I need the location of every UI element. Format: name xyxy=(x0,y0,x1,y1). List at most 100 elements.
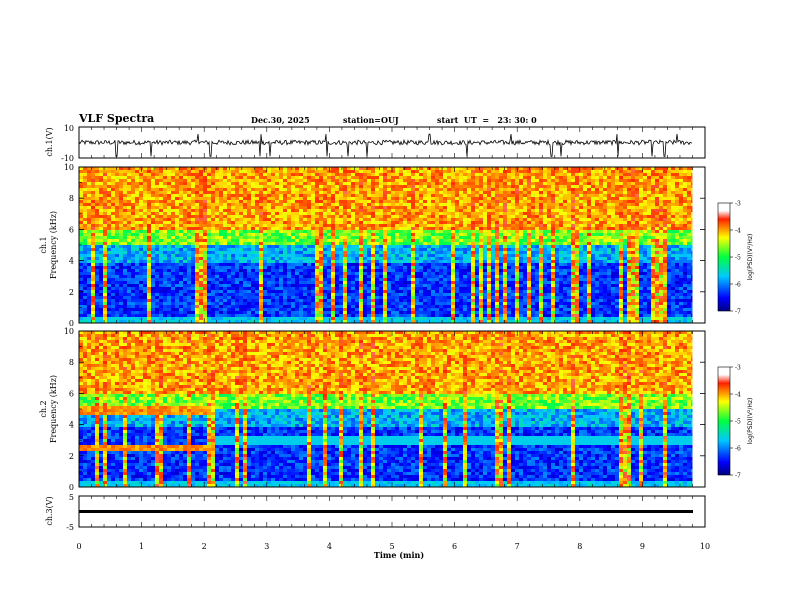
spectrogram-cell xyxy=(379,185,384,189)
spectrogram-cell xyxy=(143,254,148,258)
spectrogram-cell xyxy=(211,188,216,192)
spectrogram-cell xyxy=(399,308,404,312)
spectrogram-cell xyxy=(203,308,208,312)
spectrogram-cell xyxy=(311,317,316,321)
spectrogram-cell xyxy=(247,179,252,183)
spectrogram-cell xyxy=(231,236,236,240)
spectrogram-cell xyxy=(443,281,448,285)
spectrogram-cell xyxy=(139,191,144,195)
spectrogram-cell xyxy=(123,233,128,237)
spectrogram-cell xyxy=(407,236,412,240)
spectrogram-cell xyxy=(323,212,328,216)
spectrogram-cell xyxy=(339,200,344,204)
spectrogram-cell xyxy=(263,287,268,291)
spectrogram-cell xyxy=(295,296,300,300)
spectrogram-cell xyxy=(371,305,376,309)
spectrogram-cell xyxy=(307,302,312,306)
spectrogram-cell xyxy=(371,170,376,174)
spectrogram-cell xyxy=(267,203,272,207)
spectrogram-cell xyxy=(375,314,380,318)
spectrogram-cell xyxy=(375,293,380,297)
spectrogram-cell xyxy=(171,287,176,291)
spectrogram-cell xyxy=(127,251,132,255)
spectrogram-cell xyxy=(211,275,216,279)
spectrogram-cell xyxy=(435,215,440,219)
spectrogram-cell xyxy=(259,239,264,243)
spectrogram-cell xyxy=(359,296,364,300)
spectrogram-cell xyxy=(455,182,460,186)
spectrogram-cell xyxy=(251,281,256,285)
spectrogram-cell xyxy=(215,287,220,291)
spectrogram-cell xyxy=(295,254,300,258)
spectrogram-cell xyxy=(235,266,240,270)
spectrogram-cell xyxy=(175,233,180,237)
spectrogram-cell xyxy=(107,197,112,201)
spectrogram-cell xyxy=(423,314,428,318)
spectrogram-cell xyxy=(447,251,452,255)
spectrogram-cell xyxy=(307,188,312,192)
spectrogram-cell xyxy=(383,257,388,261)
spectrogram-cell xyxy=(375,305,380,309)
spectrogram-cell xyxy=(115,311,120,315)
spectrogram-cell xyxy=(323,293,328,297)
spectrogram-cell xyxy=(447,203,452,207)
spectrogram-cell xyxy=(423,305,428,309)
spectrogram-cell xyxy=(271,311,276,315)
spectrogram-cell xyxy=(111,278,116,282)
spectrogram-cell xyxy=(187,209,192,213)
spectrogram-cell xyxy=(443,170,448,174)
spectrogram-cell xyxy=(183,299,188,303)
spectrogram-cell xyxy=(211,314,216,318)
spectrogram-cell xyxy=(387,320,392,324)
spectrogram-cell xyxy=(95,311,100,315)
spectrogram-cell xyxy=(335,263,340,267)
spectrogram-cell xyxy=(119,314,124,318)
spectrogram-cell xyxy=(131,317,136,321)
spectrogram-cell xyxy=(303,248,308,252)
spectrogram-cell xyxy=(263,230,268,234)
spectrogram-cell xyxy=(295,167,300,171)
spectrogram-cell xyxy=(207,233,212,237)
spectrogram-cell xyxy=(167,230,172,234)
spectrogram-cell xyxy=(431,299,436,303)
spectrogram-cell xyxy=(271,272,276,276)
spectrogram-cell xyxy=(99,299,104,303)
spectrogram-cell xyxy=(79,230,84,234)
spectrogram-cell xyxy=(435,245,440,249)
spectrogram-cell xyxy=(151,275,156,279)
spectrogram-cell xyxy=(195,191,200,195)
spectrogram-cell xyxy=(387,167,392,171)
spectrogram-cell xyxy=(371,242,376,246)
spectrogram-cell xyxy=(375,257,380,261)
spectrogram-cell xyxy=(343,203,348,207)
spectrogram-cell xyxy=(99,281,104,285)
spectrogram-cell xyxy=(419,188,424,192)
spectrogram-cell xyxy=(459,185,464,189)
spectrogram-cell xyxy=(351,257,356,261)
spectrogram-cell xyxy=(395,197,400,201)
spectrogram-cell xyxy=(395,245,400,249)
spectrogram-cell xyxy=(167,278,172,282)
spectrogram-cell xyxy=(291,236,296,240)
spectrogram-cell xyxy=(203,260,208,264)
spectrogram-cell xyxy=(211,197,216,201)
spectrogram-cell xyxy=(447,278,452,282)
spectrogram-cell xyxy=(255,257,260,261)
spectrogram-cell xyxy=(83,248,88,252)
spectrogram-cell xyxy=(139,236,144,240)
spectrogram-cell xyxy=(219,257,224,261)
spectrogram-cell xyxy=(139,185,144,189)
spectrogram-cell xyxy=(239,281,244,285)
spectrogram-cell xyxy=(103,170,108,174)
spectrogram-cell xyxy=(127,275,132,279)
spectrogram-cell xyxy=(359,260,364,264)
spectrogram-cell xyxy=(83,212,88,216)
spectrogram-cell xyxy=(251,194,256,198)
spectrogram-cell xyxy=(175,257,180,261)
spectrogram-cell xyxy=(451,209,456,213)
spectrogram-cell xyxy=(395,311,400,315)
spectrogram-cell xyxy=(311,227,316,231)
spectrogram-cell xyxy=(427,236,432,240)
spectrogram-cell xyxy=(375,182,380,186)
